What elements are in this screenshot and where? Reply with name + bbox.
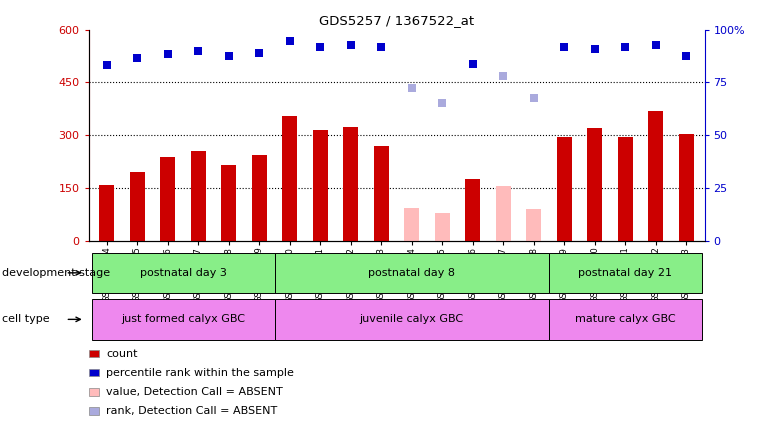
Bar xyxy=(160,157,176,241)
Point xyxy=(345,42,357,49)
Point xyxy=(162,51,174,58)
Bar xyxy=(588,128,602,241)
Bar xyxy=(275,253,549,293)
Point xyxy=(467,61,479,68)
Bar xyxy=(496,187,511,241)
Bar xyxy=(129,173,145,241)
Bar xyxy=(221,165,236,241)
Text: just formed calyx GBC: just formed calyx GBC xyxy=(121,314,245,324)
Text: count: count xyxy=(106,349,138,359)
Bar xyxy=(99,185,115,241)
Text: rank, Detection Call = ABSENT: rank, Detection Call = ABSENT xyxy=(106,406,277,416)
Bar xyxy=(313,130,328,241)
Bar xyxy=(373,146,389,241)
Bar xyxy=(549,299,701,340)
Text: juvenile calyx GBC: juvenile calyx GBC xyxy=(360,314,464,324)
Bar xyxy=(557,137,572,241)
Point xyxy=(101,61,113,68)
Bar xyxy=(526,209,541,241)
Bar xyxy=(678,134,694,241)
Point xyxy=(375,44,387,51)
Bar xyxy=(282,116,297,241)
Text: percentile rank within the sample: percentile rank within the sample xyxy=(106,368,294,378)
Text: postnatal day 8: postnatal day 8 xyxy=(368,268,455,278)
Point xyxy=(406,85,418,91)
Point xyxy=(131,55,143,61)
Point xyxy=(650,42,662,49)
Text: value, Detection Call = ABSENT: value, Detection Call = ABSENT xyxy=(106,387,283,397)
Bar xyxy=(435,213,450,241)
Point xyxy=(588,45,601,52)
Point xyxy=(223,53,235,60)
Point xyxy=(619,44,631,51)
Bar xyxy=(275,299,549,340)
Point xyxy=(558,44,571,51)
Text: postnatal day 21: postnatal day 21 xyxy=(578,268,672,278)
Bar xyxy=(404,208,420,241)
Point xyxy=(192,47,205,54)
Bar xyxy=(549,253,701,293)
Point xyxy=(253,49,266,56)
Text: postnatal day 3: postnatal day 3 xyxy=(139,268,226,278)
Point xyxy=(436,99,448,106)
Bar xyxy=(92,253,275,293)
Point xyxy=(527,94,540,101)
Bar xyxy=(252,155,267,241)
Bar xyxy=(618,137,633,241)
Point xyxy=(314,44,326,51)
Point xyxy=(680,53,692,60)
Point xyxy=(497,73,510,80)
Text: cell type: cell type xyxy=(2,314,49,324)
Bar xyxy=(648,111,664,241)
Bar xyxy=(92,299,275,340)
Text: development stage: development stage xyxy=(2,268,109,278)
Bar xyxy=(191,151,206,241)
Point xyxy=(283,38,296,45)
Bar xyxy=(343,126,358,241)
Text: mature calyx GBC: mature calyx GBC xyxy=(575,314,675,324)
Title: GDS5257 / 1367522_at: GDS5257 / 1367522_at xyxy=(319,14,474,27)
Bar xyxy=(465,179,480,241)
